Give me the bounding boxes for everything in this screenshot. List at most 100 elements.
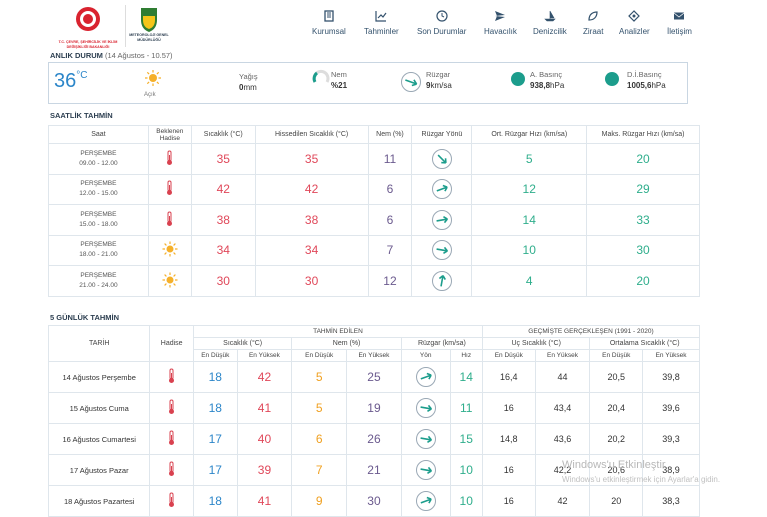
cell-avg-wind: 12 <box>471 173 588 205</box>
row-time: 15.00 - 18.00 <box>79 220 118 228</box>
cell-max-wind: 33 <box>586 204 700 236</box>
cell-avg-low: 20,4 <box>589 392 644 424</box>
sea-pressure-label: D.İ.Basınç <box>627 70 662 79</box>
sun-icon <box>162 272 178 288</box>
cell-temp-low: 18 <box>192 361 238 393</box>
col-header: Sıcaklık (°C) <box>190 125 256 144</box>
group-header-forecast: TAHMİN EDİLEN <box>192 325 483 338</box>
cell-date: 15 Ağustos Cuma <box>47 392 151 424</box>
row-day: PERŞEMBE <box>80 180 117 188</box>
table-row: PERŞEMBE 12.00 - 15.00 42 42 6 12 29 <box>48 173 700 205</box>
nav-label: Tahminler <box>364 27 399 36</box>
hourly-section-title: SAATLİK TAHMİN <box>50 111 113 120</box>
cell-humidity: 12 <box>367 265 413 297</box>
sub-header-low: En Düşük <box>192 349 238 362</box>
cell-humidity: 7 <box>367 234 413 266</box>
thermometer-icon <box>169 430 175 445</box>
wind-direction-icon <box>415 429 436 449</box>
sea-pressure-value: 1005,6hPa <box>627 81 666 90</box>
cell-date: 17 Ağustos Pazar <box>47 454 151 486</box>
cell-avg-wind: 10 <box>471 234 588 266</box>
table-row: PERŞEMBE 18.00 - 21.00 34 34 7 10 30 <box>48 234 700 266</box>
thermometer-icon <box>169 461 175 476</box>
nav-son-durumlar[interactable]: Son Durumlar <box>417 10 466 36</box>
thermometer-icon <box>167 211 173 226</box>
wind-direction-icon <box>431 270 452 291</box>
nav-analizler[interactable]: Analizler <box>619 10 650 36</box>
leaf-icon <box>588 11 598 21</box>
col-header: Nem (%) <box>367 125 413 144</box>
clock-icon <box>436 10 448 22</box>
nav-label: Kurumsal <box>312 27 346 36</box>
sub-header-high: En Yüksek <box>346 349 402 362</box>
cell-hum-high: 19 <box>346 392 402 424</box>
ship-icon <box>544 10 556 22</box>
pressure-label: A. Basınç <box>530 70 563 79</box>
row-time: 09.00 - 12.00 <box>79 159 118 167</box>
daily-table: TARİH Hadise TAHMİN EDİLEN GEÇMİŞTE GERÇ… <box>47 325 701 517</box>
wind-label: Rüzgar <box>426 70 451 79</box>
wind-direction-icon <box>401 72 421 92</box>
col-header-date: TARİH <box>47 325 151 362</box>
cell-humidity: 11 <box>367 143 413 175</box>
row-time: 21.00 - 24.00 <box>79 281 118 289</box>
nav-label: Denizcilik <box>533 27 567 36</box>
row-day: PERŞEMBE <box>80 241 117 249</box>
site-header: T.C. ÇEVRE, ŞEHİRCİLİK VE İKLİM DEĞİŞİKL… <box>0 0 767 49</box>
table-row: PERŞEMBE 21.00 - 24.00 30 30 12 4 20 <box>48 265 700 297</box>
nav-havacilik[interactable]: Havacılık <box>484 10 517 36</box>
condition-text: Açık <box>144 92 156 98</box>
cell-hum-low: 6 <box>291 423 348 455</box>
row-time: 12.00 - 15.00 <box>79 190 118 198</box>
cell-hum-low: 5 <box>291 392 348 424</box>
cell-wind-speed: 14 <box>449 361 483 393</box>
col-header-avg: Ortalama Sıcaklık (°C) <box>589 337 700 350</box>
cell-extreme-high: 44 <box>534 361 591 393</box>
nav-ziraat[interactable]: Ziraat <box>583 10 603 36</box>
mgm-logo-text: METEOROLOJİ GENEL MÜDÜRLÜĞÜ <box>129 33 169 42</box>
windows-activation-watermark: Windows'u Etkinleştir <box>562 459 666 471</box>
nav-kurumsal[interactable]: Kurumsal <box>312 10 346 36</box>
cell-date: 16 Ağustos Cumartesi <box>47 423 151 455</box>
cell-avg-wind: 14 <box>471 204 588 236</box>
cell-hum-high: 21 <box>346 454 402 486</box>
cell-temp: 30 <box>190 265 256 297</box>
wind-direction-icon <box>415 491 436 511</box>
plane-icon <box>495 11 506 21</box>
wind-direction-icon <box>431 179 452 200</box>
mgm-logo[interactable]: METEOROLOJİ GENEL MÜDÜRLÜĞÜ <box>125 5 171 47</box>
ministry-logo[interactable]: T.C. ÇEVRE, ŞEHİRCİLİK VE İKLİM DEĞİŞİKL… <box>56 5 120 49</box>
sun-icon <box>145 70 161 86</box>
cell-temp-low: 17 <box>192 454 238 486</box>
chart-icon <box>375 11 387 22</box>
nav-denizcilik[interactable]: Denizcilik <box>533 10 567 36</box>
thermometer-icon <box>167 150 173 165</box>
cell-extreme-low: 16,4 <box>481 361 536 393</box>
cell-avg-low: 20,5 <box>589 361 644 393</box>
rain-value: 0mm <box>239 83 257 92</box>
sub-header-high: En Yüksek <box>534 349 591 362</box>
thermometer-icon <box>169 399 175 414</box>
cell-max-wind: 30 <box>586 234 700 266</box>
cell-humidity: 6 <box>367 204 413 236</box>
thermometer-icon <box>169 492 175 507</box>
group-header-past: GEÇMİŞTE GERÇEKLEŞEN (1991 - 2020) <box>481 325 701 338</box>
col-header-wind: Rüzgar (km/sa) <box>400 337 483 350</box>
pressure-value: 938,8hPa <box>530 81 565 90</box>
hourly-table: Saat Beklenen Hadise Sıcaklık (°C) Hisse… <box>48 125 700 297</box>
nav-label: Son Durumlar <box>417 27 467 36</box>
col-header-event: Hadise <box>149 325 194 362</box>
cell-temp: 34 <box>190 234 256 266</box>
nav-tahminler[interactable]: Tahminler <box>364 10 399 36</box>
thermometer-icon <box>167 180 173 196</box>
cell-extreme-low: 16 <box>481 454 536 486</box>
nav-label: Analizler <box>619 27 650 36</box>
col-header-hum: Nem (%) <box>291 337 402 350</box>
cell-temp-low: 18 <box>192 392 238 424</box>
nav-iletisim[interactable]: İletişim <box>667 10 692 36</box>
cell-max-wind: 29 <box>586 173 700 205</box>
wind-value: 9km/sa <box>426 81 452 90</box>
cell-feels: 38 <box>254 204 369 236</box>
cell-wind-speed: 10 <box>449 454 483 486</box>
cell-temp-high: 42 <box>236 361 293 393</box>
